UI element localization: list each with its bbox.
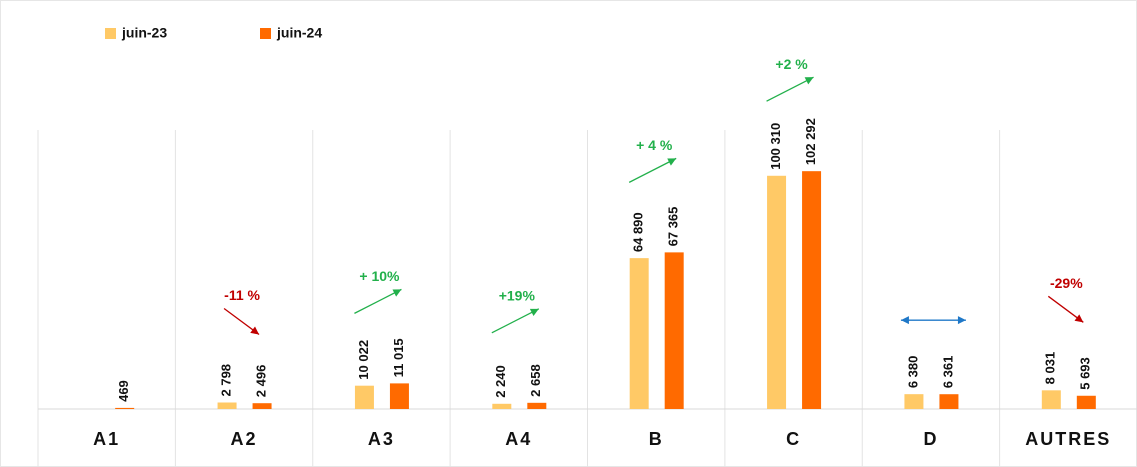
value-label: 2 658 bbox=[528, 364, 543, 397]
bar bbox=[939, 394, 959, 409]
x-tick-label: A2 bbox=[231, 429, 258, 449]
x-tick-label: AUTRES bbox=[1025, 429, 1111, 449]
x-tick-label: A1 bbox=[93, 429, 120, 449]
value-label: 8 031 bbox=[1043, 352, 1058, 385]
value-label: 469 bbox=[116, 380, 131, 402]
annotation-label: -11 % bbox=[224, 287, 260, 303]
arrow-head bbox=[957, 316, 966, 325]
arrow-head bbox=[529, 308, 539, 317]
bar bbox=[664, 252, 684, 409]
bar bbox=[389, 383, 409, 409]
bar bbox=[629, 258, 649, 409]
value-label: 67 365 bbox=[666, 207, 681, 247]
value-label: 2 798 bbox=[219, 364, 234, 397]
bar bbox=[492, 403, 512, 409]
value-label: 2 496 bbox=[254, 365, 269, 398]
x-tick-label: A3 bbox=[368, 429, 395, 449]
arrow-head bbox=[392, 289, 402, 297]
bar bbox=[767, 175, 787, 409]
x-tick-label: D bbox=[923, 429, 938, 449]
annotation-label: + 10% bbox=[359, 268, 400, 284]
arrow-head bbox=[900, 316, 909, 325]
value-label: 100 310 bbox=[768, 123, 783, 170]
bar bbox=[115, 407, 135, 409]
value-label: 2 240 bbox=[493, 365, 508, 398]
legend-label: juin-24 bbox=[276, 25, 322, 41]
bar bbox=[802, 171, 822, 409]
bar bbox=[904, 394, 924, 409]
arrow-head bbox=[667, 158, 677, 166]
annotation-arrow bbox=[354, 288, 402, 314]
arrow-head bbox=[250, 326, 260, 335]
arrow-head bbox=[804, 77, 814, 85]
legend-label: juin-23 bbox=[121, 25, 167, 41]
value-label: 5 693 bbox=[1078, 357, 1093, 390]
bar bbox=[354, 385, 374, 409]
annotation-label: -29% bbox=[1050, 275, 1083, 291]
legend-swatch bbox=[260, 28, 271, 39]
legend-swatch bbox=[105, 28, 116, 39]
bar bbox=[217, 402, 237, 409]
value-label: 102 292 bbox=[803, 118, 818, 165]
annotation-arrow bbox=[491, 308, 540, 334]
bar bbox=[527, 402, 547, 409]
bar bbox=[252, 403, 272, 409]
x-tick-label: A4 bbox=[505, 429, 532, 449]
arrow-head bbox=[1074, 314, 1084, 323]
value-label: 6 380 bbox=[905, 356, 920, 389]
x-tick-label: C bbox=[786, 429, 801, 449]
value-label: 6 361 bbox=[940, 356, 955, 389]
annotation-label: +19% bbox=[499, 288, 536, 304]
bar bbox=[1076, 395, 1096, 409]
value-label: 10 022 bbox=[356, 340, 371, 380]
bar bbox=[1041, 390, 1061, 409]
annotation-arrow bbox=[628, 157, 677, 183]
x-tick-label: B bbox=[649, 429, 664, 449]
annotation-label: +2 % bbox=[775, 56, 808, 72]
value-label: 64 890 bbox=[631, 212, 646, 252]
annotation-label: + 4 % bbox=[636, 137, 673, 153]
annotation-arrow bbox=[766, 76, 814, 102]
value-label: 11 015 bbox=[391, 338, 406, 377]
